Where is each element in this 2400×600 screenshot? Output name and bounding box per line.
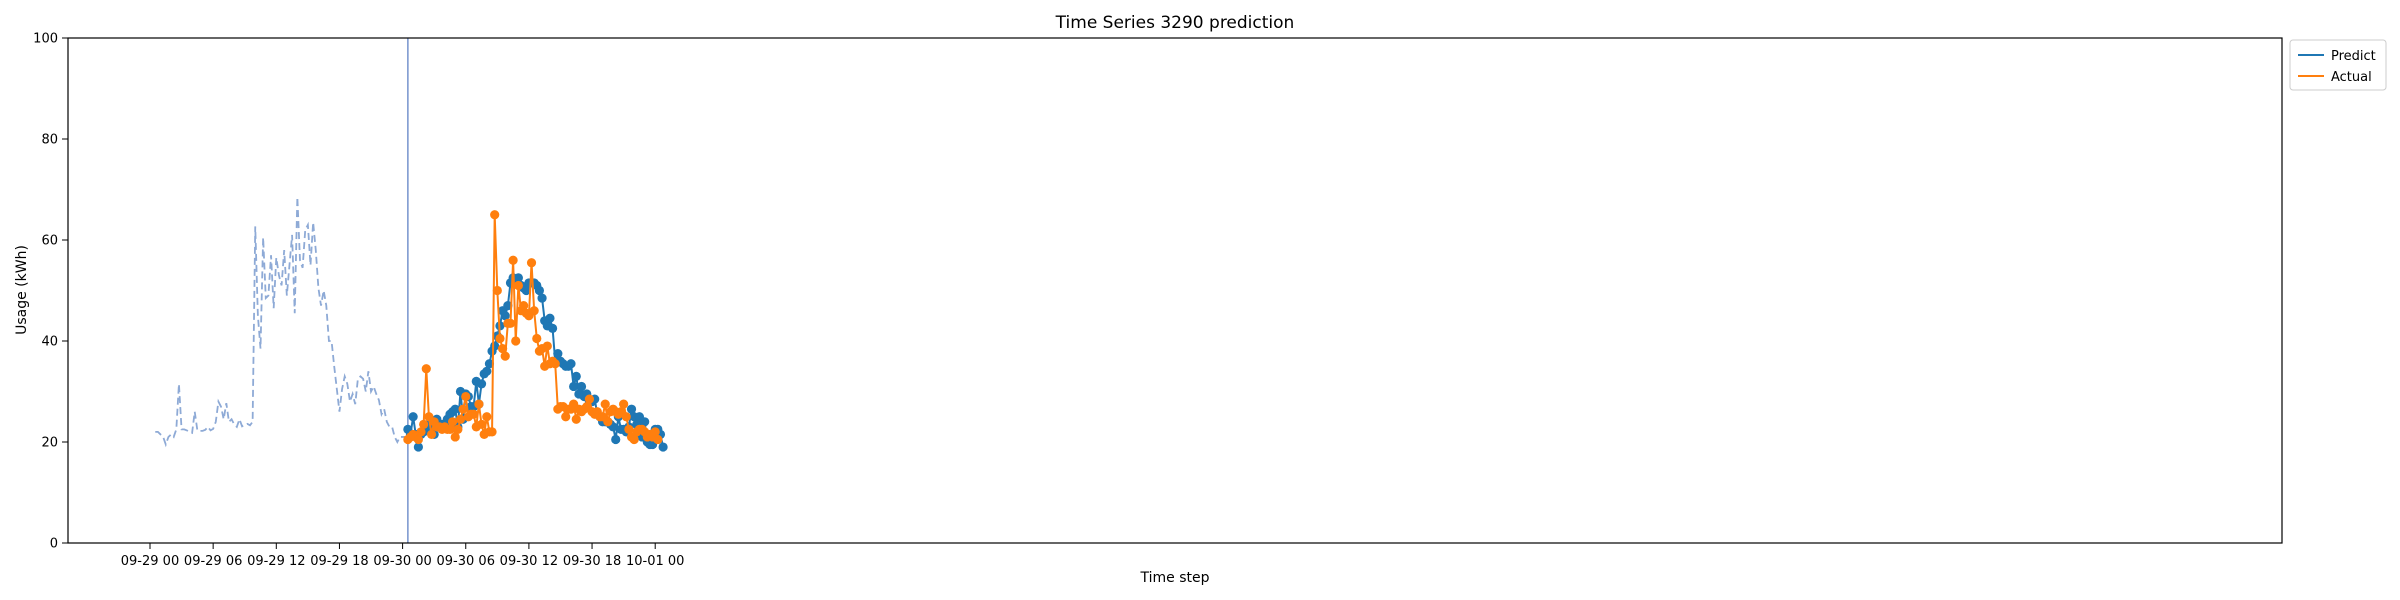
predict-point: [566, 359, 576, 369]
actual-point: [584, 394, 595, 404]
actual-point: [495, 333, 505, 344]
actual-point: [490, 210, 500, 220]
predict-point: [640, 417, 650, 427]
actual-point: [421, 364, 431, 374]
plot-frame: [67, 37, 2283, 544]
predict-point: [611, 434, 621, 445]
actual-point: [603, 417, 613, 427]
actual-point: [624, 424, 634, 434]
chart-title: Time Series 3290 prediction: [1055, 13, 1295, 33]
x-tick-label: 09-29 06: [184, 554, 242, 569]
actual-point: [419, 419, 429, 429]
y-axis-label: Usage (kWh): [14, 245, 30, 335]
actual-point: [519, 301, 529, 311]
y-tick-label: 100: [33, 32, 58, 47]
predict-point: [534, 285, 545, 296]
predict-point: [658, 442, 668, 452]
actual-point: [550, 359, 560, 369]
predict-point: [413, 442, 423, 452]
actual-point: [542, 341, 552, 351]
actual-point: [492, 285, 502, 296]
actual-point: [621, 412, 631, 422]
y-axis: 0 20 40 60 80 100: [33, 32, 68, 552]
actual-point: [413, 434, 423, 445]
legend-box: [2289, 39, 2387, 91]
predict-point: [626, 404, 637, 414]
predict-point: [521, 285, 531, 296]
x-tick-label: 09-29 12: [247, 554, 305, 569]
x-tick-label: 09-30 00: [373, 554, 431, 569]
actual-point: [461, 391, 471, 402]
y-tick-label: 40: [41, 335, 58, 350]
actual-point: [476, 419, 487, 429]
actual-point: [426, 429, 437, 440]
predict-point: [500, 311, 510, 321]
predict-point: [490, 341, 500, 351]
actual-point: [526, 258, 537, 268]
actual-point: [600, 399, 610, 409]
predict-point: [476, 379, 487, 389]
actual-point: [532, 333, 542, 344]
x-tick-label: 09-29 18: [310, 554, 368, 569]
predict-point: [513, 273, 523, 283]
predict-point: [484, 359, 495, 369]
actual-point: [445, 424, 455, 434]
y-tick-label: 80: [41, 133, 58, 148]
actual-point: [450, 432, 460, 442]
actual-point: [482, 412, 492, 422]
actual-point: [416, 427, 426, 437]
predict-point: [482, 366, 492, 376]
plot-area: [68, 38, 2282, 543]
legend-predict-label: Predict: [2331, 49, 2376, 64]
actual-series: [403, 210, 663, 445]
x-tick-label: 09-30 06: [437, 554, 495, 569]
actual-point: [629, 434, 639, 445]
actual-point: [447, 417, 458, 427]
actual-point: [455, 414, 466, 424]
actual-point: [650, 427, 660, 437]
predict-point: [569, 381, 579, 392]
legend-actual-label: Actual: [2331, 70, 2372, 85]
legend: Predict Actual: [2289, 39, 2387, 91]
actual-point: [529, 306, 539, 316]
actual-point: [500, 351, 510, 361]
predict-point: [450, 404, 460, 414]
actual-point: [511, 336, 521, 346]
x-axis: 09-29 00 09-29 06 09-29 12 09-29 18 09-30 00…: [121, 543, 684, 569]
x-axis-label: Time step: [1140, 570, 1210, 586]
actual-point: [497, 343, 508, 354]
predict-point: [547, 323, 558, 333]
actual-point: [453, 424, 463, 434]
y-tick-label: 20: [41, 436, 58, 451]
actual-point: [619, 399, 629, 409]
series-layer: [403, 210, 668, 452]
predict-point: [537, 293, 547, 303]
actual-point: [469, 409, 479, 419]
predict-point: [545, 313, 555, 323]
y-tick-label: 60: [41, 234, 58, 249]
predict-point: [576, 381, 587, 392]
x-tick-label: 10-01 00: [626, 554, 684, 569]
actual-point: [561, 412, 571, 422]
predict-point: [553, 349, 563, 359]
actual-point: [487, 427, 497, 437]
x-tick-label: 09-30 18: [563, 554, 621, 569]
actual-point: [653, 434, 663, 445]
actual-point: [508, 255, 518, 265]
history-line: [155, 197, 420, 448]
actual-point: [505, 318, 516, 328]
predict-point: [408, 412, 418, 422]
y-tick-label: 0: [50, 537, 58, 552]
actual-point: [458, 404, 468, 414]
actual-point: [513, 280, 523, 291]
x-tick-label: 09-30 12: [500, 554, 558, 569]
actual-point: [571, 414, 581, 424]
predict-point: [571, 371, 581, 381]
history-layer: [155, 197, 420, 448]
x-tick-label: 09-29 00: [121, 554, 179, 569]
actual-point: [474, 399, 484, 409]
